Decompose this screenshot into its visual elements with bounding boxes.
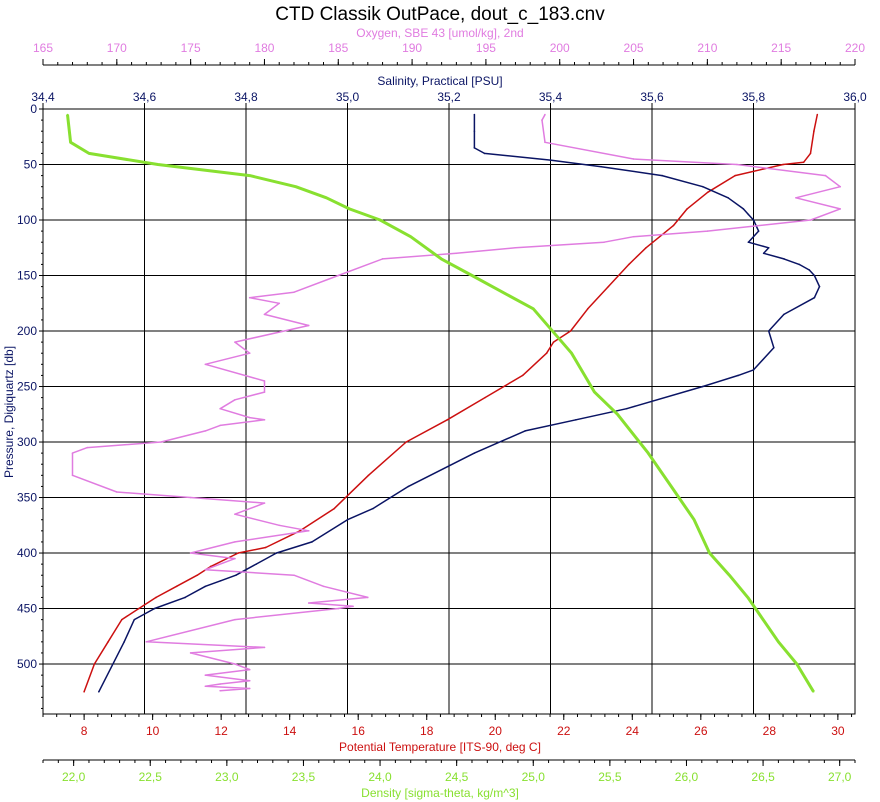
- density-tick-label: 24,5: [445, 770, 469, 784]
- oxygen-tick-label: 170: [107, 41, 127, 55]
- temperature-series: [83, 113, 819, 693]
- density-line: [66, 114, 815, 693]
- temperature-tick-label: 28: [763, 724, 777, 738]
- oxygen-tick-label: 215: [771, 41, 791, 55]
- density-series: [66, 113, 815, 693]
- density-tick-label: 23,0: [215, 770, 239, 784]
- salinity-tick-label: 35,6: [640, 90, 664, 104]
- temperature-tick-label: 12: [214, 724, 228, 738]
- pressure-tick-label: 0: [30, 102, 37, 116]
- pressure-tick-label: 200: [17, 324, 37, 338]
- temperature-tick-label: 14: [283, 724, 297, 738]
- temperature-tick-label: 8: [81, 724, 88, 738]
- density-tick-label: 24,0: [368, 770, 392, 784]
- plot-frame: [42, 108, 856, 715]
- salinity-tick-label: 35,8: [742, 90, 766, 104]
- pressure-tick-label: 150: [17, 269, 37, 283]
- oxygen-tick-label: 195: [476, 41, 496, 55]
- temperature-axis-label: Potential Temperature [ITS-90, deg C]: [339, 740, 541, 754]
- density-tick-label: 23,5: [292, 770, 316, 784]
- salinity-line: [98, 114, 821, 693]
- oxygen-tick-label: 210: [697, 41, 717, 55]
- salinity-tick-label: 35,0: [336, 90, 360, 104]
- temperature-line: [83, 114, 819, 693]
- density-tick-label: 25,5: [598, 770, 622, 784]
- density-tick-label: 27,0: [828, 770, 852, 784]
- chart-title: CTD Classik OutPace, dout_c_183.cnv: [275, 4, 605, 25]
- salinity-tick-label: 34,4: [31, 90, 55, 104]
- oxygen-tick-label: 205: [624, 41, 644, 55]
- temperature-tick-label: 10: [146, 724, 160, 738]
- oxygen-tick-label: 190: [402, 41, 422, 55]
- density-tick-label: 26,5: [751, 770, 775, 784]
- oxygen-tick-label: 175: [181, 41, 201, 55]
- oxygen-tick-label: 185: [328, 41, 348, 55]
- pressure-axis-label: Pressure, Digiquartz [db]: [2, 346, 16, 478]
- temperature-tick-label: 24: [626, 724, 640, 738]
- oxygen-axis-label: Oxygen, SBE 43 [umol/kg], 2nd: [356, 26, 523, 40]
- density-tick-label: 26,0: [675, 770, 699, 784]
- salinity-series: [98, 113, 821, 693]
- salinity-tick-label: 35,2: [437, 90, 461, 104]
- oxygen-line: [71, 114, 841, 692]
- pressure-tick-label: 100: [17, 213, 37, 227]
- temperature-tick-label: 30: [831, 724, 845, 738]
- oxygen-tick-label: 180: [254, 41, 274, 55]
- density-tick-label: 25,0: [522, 770, 546, 784]
- pressure-tick-label: 450: [17, 602, 37, 616]
- temperature-tick-label: 16: [352, 724, 366, 738]
- temperature-tick-label: 26: [694, 724, 708, 738]
- density-tick-label: 22,0: [62, 770, 86, 784]
- oxygen-tick-label: 165: [33, 41, 53, 55]
- pressure-tick-label: 300: [17, 435, 37, 449]
- salinity-axis-label: Salinity, Practical [PSU]: [377, 74, 502, 88]
- salinity-tick-label: 35,4: [539, 90, 563, 104]
- salinity-tick-label: 36,0: [843, 90, 867, 104]
- oxygen-tick-label: 200: [550, 41, 570, 55]
- density-tick-label: 22,5: [139, 770, 163, 784]
- data-series: [66, 113, 842, 693]
- pressure-tick-label: 350: [17, 491, 37, 505]
- temperature-tick-label: 22: [557, 724, 571, 738]
- oxygen-tick-label: 220: [845, 41, 865, 55]
- temperature-tick-label: 18: [420, 724, 434, 738]
- salinity-tick-label: 34,6: [133, 90, 157, 104]
- temperature-tick-label: 20: [489, 724, 503, 738]
- pressure-tick-label: 400: [17, 546, 37, 560]
- oxygen-series: [71, 113, 842, 692]
- density-axis-label: Density [sigma-theta, kg/m^3]: [361, 786, 519, 800]
- pressure-tick-label: 50: [24, 158, 38, 172]
- pressure-tick-label: 500: [17, 657, 37, 671]
- grid-lines: [43, 109, 856, 714]
- pressure-tick-label: 250: [17, 380, 37, 394]
- salinity-tick-label: 34,8: [234, 90, 258, 104]
